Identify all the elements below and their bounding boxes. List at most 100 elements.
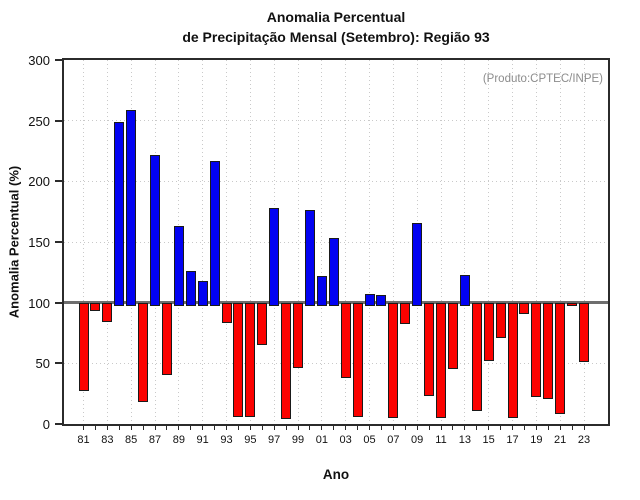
bar-98 xyxy=(281,302,292,420)
product-credit: (Produto:CPTEC/INPE) xyxy=(482,73,603,85)
gridline-vertical xyxy=(535,60,537,424)
bar-08 xyxy=(400,302,411,325)
gridline-vertical xyxy=(83,60,84,424)
bar-99 xyxy=(293,302,303,369)
x-tick xyxy=(297,424,299,430)
x-tick xyxy=(214,424,216,430)
gridline-vertical xyxy=(583,60,585,424)
x-tick-label: 19 xyxy=(530,434,543,446)
x-tick xyxy=(547,424,549,430)
bar-94 xyxy=(233,302,244,417)
x-tick xyxy=(178,424,180,430)
x-tick xyxy=(392,424,394,430)
gridline-vertical xyxy=(559,60,561,424)
bar-03 xyxy=(340,302,351,378)
y-tick-label: 50 xyxy=(35,356,50,372)
x-tick xyxy=(452,424,454,430)
y-tick-label: 0 xyxy=(42,417,50,432)
y-tick-label: 200 xyxy=(28,174,50,190)
bar-22 xyxy=(567,302,578,307)
bar-06 xyxy=(376,295,387,306)
gridline-vertical xyxy=(202,60,204,424)
x-tick xyxy=(321,424,323,430)
gridline-vertical xyxy=(369,60,370,424)
y-tick xyxy=(55,301,62,304)
gridline-vertical xyxy=(321,60,323,424)
x-tick xyxy=(583,424,585,430)
x-tick-label: 85 xyxy=(125,434,138,446)
gridline-vertical xyxy=(392,60,394,424)
gridline-vertical xyxy=(464,60,466,424)
x-tick xyxy=(154,424,156,430)
bar-15 xyxy=(483,302,494,361)
x-tick xyxy=(500,424,502,430)
gridline-vertical xyxy=(226,60,227,424)
x-tick-label: 83 xyxy=(101,434,114,446)
gridline-horizontal xyxy=(64,362,608,364)
gridline-vertical xyxy=(297,60,299,424)
bar-87 xyxy=(150,154,160,306)
y-tick xyxy=(55,119,62,122)
x-tick xyxy=(83,424,84,430)
x-tick-label: 15 xyxy=(482,434,495,446)
x-tick xyxy=(130,424,132,430)
x-tick-label: 21 xyxy=(554,434,567,446)
bar-12 xyxy=(447,302,458,370)
bar-95 xyxy=(245,302,256,417)
bar-09 xyxy=(412,222,423,306)
x-tick xyxy=(261,424,263,430)
bar-86 xyxy=(138,302,149,403)
bar-82 xyxy=(90,302,101,312)
gridline-vertical xyxy=(512,60,513,424)
bar-89 xyxy=(173,226,184,306)
x-tick-label: 89 xyxy=(172,434,185,446)
x-tick xyxy=(440,424,442,430)
y-tick xyxy=(55,59,62,61)
bar-16 xyxy=(495,302,506,338)
y-tick xyxy=(55,423,62,425)
y-tick-label: 300 xyxy=(28,53,50,68)
x-tick-label: 17 xyxy=(506,434,519,446)
chart-title-line1: Anomalia Percentual xyxy=(266,9,406,25)
x-tick xyxy=(142,424,144,430)
bar-83 xyxy=(102,302,113,323)
y-tick-label: 100 xyxy=(28,295,50,311)
x-tick xyxy=(416,424,418,430)
bar-17 xyxy=(507,302,518,418)
x-tick xyxy=(273,424,275,430)
chart-title-line2: de Precipitação Mensal (Setembro): Regiã… xyxy=(182,29,490,45)
x-tick xyxy=(464,424,466,430)
x-tick-label: 95 xyxy=(244,434,257,446)
bar-10 xyxy=(424,302,435,397)
x-tick xyxy=(118,424,120,430)
x-tick xyxy=(333,424,335,430)
x-tick-label: 97 xyxy=(268,434,281,446)
bar-93 xyxy=(221,302,232,324)
y-tick xyxy=(55,180,62,183)
bar-01 xyxy=(316,275,327,306)
bar-04 xyxy=(352,302,363,417)
y-tick-label: 250 xyxy=(28,113,50,129)
bar-02 xyxy=(328,238,339,306)
bar-92 xyxy=(209,160,220,306)
bar-11 xyxy=(436,302,446,418)
x-tick xyxy=(488,424,490,430)
gridline-vertical xyxy=(249,60,251,424)
x-tick xyxy=(226,424,227,430)
bar-21 xyxy=(555,302,566,415)
x-axis-title: Ano xyxy=(322,467,350,482)
bar-19 xyxy=(531,302,542,398)
x-tick-label: 13 xyxy=(458,434,471,446)
x-tick-label: 05 xyxy=(363,434,376,446)
x-tick-label: 93 xyxy=(220,434,233,446)
x-tick xyxy=(237,424,239,430)
x-tick-label: 99 xyxy=(291,434,305,446)
x-tick xyxy=(428,424,430,430)
x-tick xyxy=(369,424,370,430)
bar-81 xyxy=(78,302,89,392)
bar-84 xyxy=(114,121,125,306)
bar-96 xyxy=(257,302,268,346)
bar-13 xyxy=(459,274,470,306)
x-tick xyxy=(523,424,525,430)
